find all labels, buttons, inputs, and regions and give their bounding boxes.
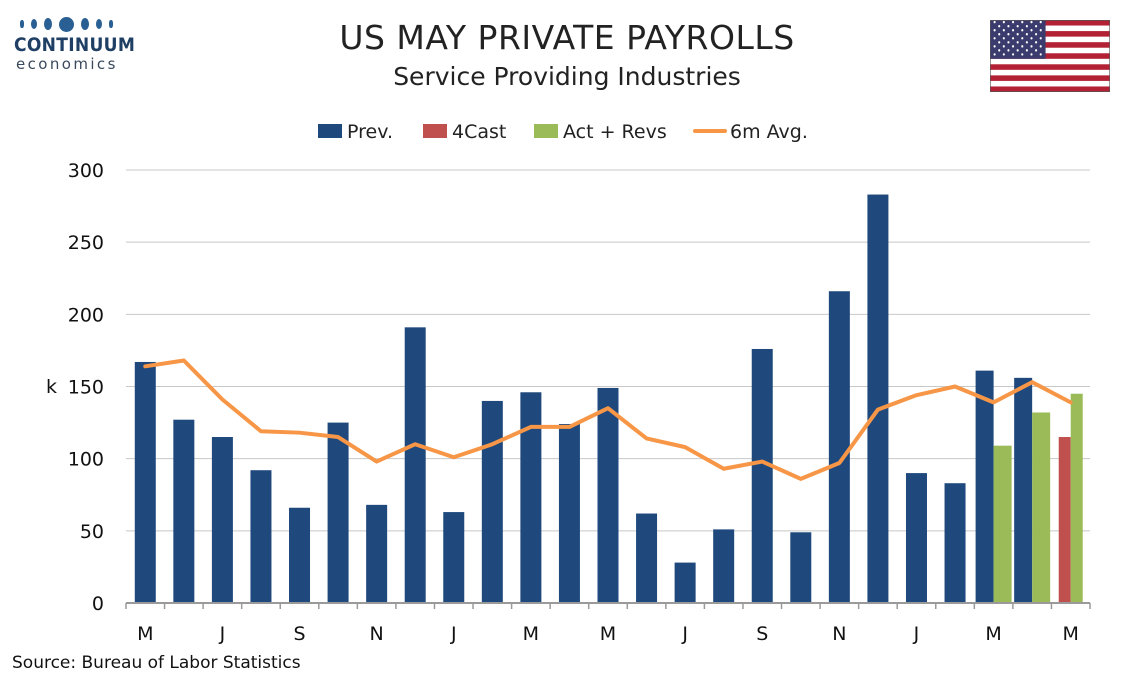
x-tick-label: M bbox=[985, 623, 1001, 645]
bar-prev bbox=[327, 422, 349, 603]
y-tick-label: 50 bbox=[80, 521, 104, 543]
source-note: Source: Bureau of Labor Statistics bbox=[12, 653, 301, 673]
bar-prev bbox=[713, 529, 735, 603]
y-tick-label: 300 bbox=[68, 160, 104, 182]
bar-prev bbox=[173, 419, 195, 603]
x-tick-label: N bbox=[832, 623, 846, 645]
bar-prev bbox=[674, 562, 696, 603]
us-flag-icon bbox=[990, 20, 1110, 92]
legend-label: 6m Avg. bbox=[730, 121, 808, 143]
x-tick-label: M bbox=[600, 623, 616, 645]
bar-4cast bbox=[1058, 437, 1071, 603]
y-tick-label: 100 bbox=[68, 449, 104, 471]
x-axis bbox=[125, 602, 1091, 609]
bar-prev bbox=[443, 512, 465, 603]
bar-prev bbox=[481, 400, 503, 603]
bar-prev bbox=[905, 473, 927, 603]
legend-label: Act + Revs bbox=[563, 121, 667, 143]
bar-prev bbox=[751, 348, 773, 603]
legend: Prev. 4Cast Act + Revs 6m Avg. bbox=[318, 121, 808, 143]
logo-dots bbox=[20, 16, 134, 32]
bar-act-revs bbox=[1070, 393, 1083, 603]
bar-prev bbox=[366, 504, 388, 603]
y-axis-ticks: 0 50 100 150 200 250 300 bbox=[68, 160, 104, 615]
bar-prev bbox=[636, 513, 658, 603]
x-tick-label: N bbox=[370, 623, 384, 645]
y-tick-label: 150 bbox=[68, 377, 104, 399]
bar-prev bbox=[828, 291, 850, 603]
x-tick-label: J bbox=[681, 623, 688, 645]
y-axis-label: k bbox=[46, 376, 57, 398]
y-tick-label: 0 bbox=[92, 593, 104, 615]
bar-prev bbox=[944, 483, 966, 603]
y-tick-label: 200 bbox=[68, 304, 104, 326]
bars bbox=[134, 194, 1083, 603]
bar-prev bbox=[1014, 377, 1033, 603]
x-tick-label: S bbox=[756, 623, 768, 645]
x-tick-label: M bbox=[1063, 623, 1079, 645]
bar-prev bbox=[975, 370, 994, 603]
bar-prev bbox=[520, 392, 542, 603]
x-tick-label: J bbox=[913, 623, 920, 645]
bar-prev bbox=[790, 532, 812, 603]
bar-prev bbox=[134, 361, 156, 603]
legend-label: Prev. bbox=[347, 121, 393, 143]
x-tick-label: M bbox=[523, 623, 539, 645]
continuum-logo: CONTINUUM economics bbox=[14, 16, 136, 73]
brand-sub: economics bbox=[16, 55, 118, 73]
bar-act-revs bbox=[1032, 412, 1051, 603]
avg-line bbox=[143, 358, 1073, 481]
bar-prev bbox=[211, 437, 233, 603]
x-tick-label: M bbox=[137, 623, 153, 645]
chart-title: US MAY PRIVATE PAYROLLS bbox=[339, 18, 795, 57]
legend-swatch bbox=[318, 124, 342, 138]
x-tick-label: S bbox=[293, 623, 305, 645]
bar-prev bbox=[597, 387, 619, 603]
bar-prev bbox=[404, 327, 426, 603]
line-6m-avg bbox=[143, 358, 1073, 481]
x-tick-label: J bbox=[450, 623, 457, 645]
bar-prev bbox=[250, 470, 272, 603]
x-tick-label: J bbox=[219, 623, 226, 645]
brand-name: CONTINUUM bbox=[14, 34, 136, 56]
bar-act-revs bbox=[993, 445, 1012, 603]
chart-subtitle: Service Providing Industries bbox=[393, 62, 741, 91]
bar-prev bbox=[867, 194, 889, 603]
legend-swatch bbox=[423, 124, 447, 138]
bar-prev bbox=[558, 424, 580, 603]
legend-swatch bbox=[534, 124, 558, 138]
bar-prev bbox=[289, 507, 311, 603]
y-tick-label: 250 bbox=[68, 232, 104, 254]
legend-label: 4Cast bbox=[452, 121, 506, 143]
